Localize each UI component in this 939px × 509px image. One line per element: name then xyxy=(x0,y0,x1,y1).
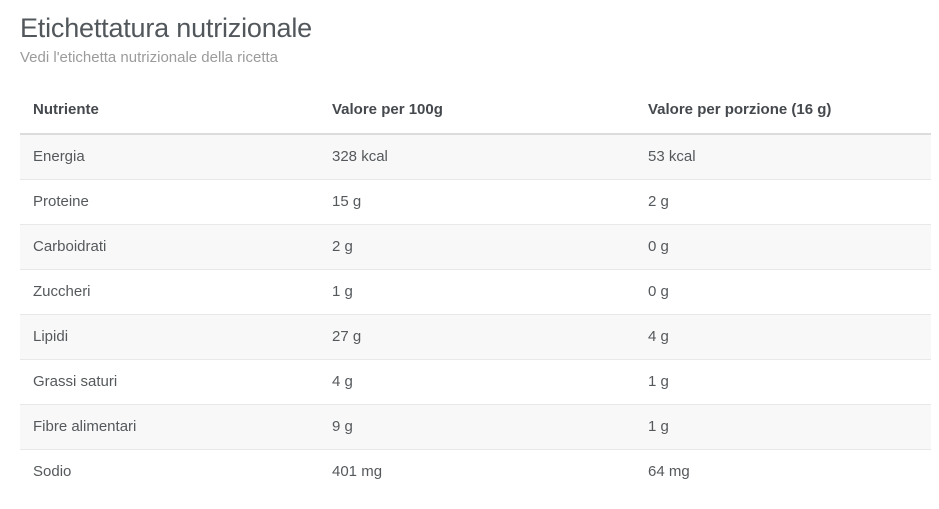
nutrient-name-cell: Sodio xyxy=(20,449,319,494)
per-100g-value-cell: 27 g xyxy=(319,314,635,360)
table-row: Sodio 401 mg 64 mg xyxy=(20,449,931,494)
page-subtitle: Vedi l'etichetta nutrizionale della rice… xyxy=(20,49,279,66)
table-row: Zuccheri 1 g 0 g xyxy=(20,269,931,315)
nutrient-name-cell: Energia xyxy=(33,148,85,165)
per-portion-value-cell: 64 mg xyxy=(635,449,931,494)
nutrition-table-header: Nutriente Valore per 100g Valore per por… xyxy=(20,91,931,135)
per-portion-value-cell: 1 g xyxy=(635,359,931,405)
per-portion-value-cell: 53 kcal xyxy=(648,148,696,165)
per-portion-value-cell: 0 g xyxy=(635,224,931,270)
table-row: Energia 328 kcal 53 kcal xyxy=(20,134,931,180)
nutrient-name-cell: Proteine xyxy=(20,179,319,225)
per-portion-value-cell: 4 g xyxy=(635,314,931,360)
per-100g-value-cell: 4 g xyxy=(319,359,635,405)
nutrient-name-cell: Fibre alimentari xyxy=(20,404,319,450)
nutrient-name-cell: Lipidi xyxy=(20,314,319,360)
per-portion-value-cell: 0 g xyxy=(635,269,931,315)
nutrition-label-page: Etichettatura nutrizionale Vedi l'etiche… xyxy=(20,13,931,494)
table-row: Grassi saturi 4 g 1 g xyxy=(20,359,931,405)
page-title: Etichettatura nutrizionale xyxy=(20,13,312,43)
per-100g-value-cell: 1 g xyxy=(319,269,635,315)
per-100g-value-cell: 401 mg xyxy=(319,449,635,494)
nutrient-name-cell: Grassi saturi xyxy=(20,359,319,405)
per-100g-value-cell: 328 kcal xyxy=(332,148,388,165)
nutrient-name-cell: Zuccheri xyxy=(20,269,319,315)
table-row: Fibre alimentari 9 g 1 g xyxy=(20,404,931,450)
per-100g-value-cell: 9 g xyxy=(319,404,635,450)
table-row: Carboidrati 2 g 0 g xyxy=(20,224,931,270)
per-portion-value-cell: 1 g xyxy=(635,404,931,450)
column-header-per-portion: Valore per porzione (16 g) xyxy=(635,91,931,135)
column-header-nutrient: Nutriente xyxy=(20,91,319,135)
per-100g-value-cell: 2 g xyxy=(319,224,635,270)
per-100g-value-cell: 15 g xyxy=(319,179,635,225)
table-row: Lipidi 27 g 4 g xyxy=(20,314,931,360)
table-row: Proteine 15 g 2 g xyxy=(20,179,931,225)
column-header-per-100g: Valore per 100g xyxy=(319,91,635,135)
header-row: Nutriente Valore per 100g Valore per por… xyxy=(20,91,931,135)
nutrient-name-cell: Carboidrati xyxy=(20,224,319,270)
per-portion-value-cell: 2 g xyxy=(635,179,931,225)
nutrition-table-body: Energia 328 kcal 53 kcal Proteine 15 g 2… xyxy=(20,134,931,494)
nutrition-table: Nutriente Valore per 100g Valore per por… xyxy=(20,91,931,494)
